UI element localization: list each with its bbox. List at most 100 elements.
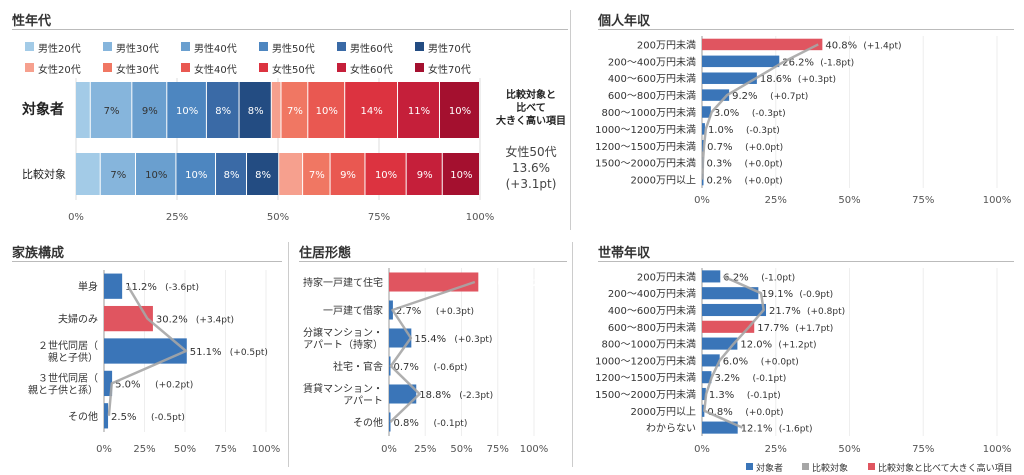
household-value-label: 6.0%	[723, 356, 748, 367]
age-data-label: 10%	[450, 170, 472, 181]
age-bar-segment	[206, 82, 239, 138]
income-category-label: 400～600万円未満	[608, 73, 696, 85]
household-bar	[702, 371, 712, 384]
bottom-legend-label: 比較対象	[812, 464, 849, 474]
household-value-label: 21.7%	[769, 306, 801, 317]
age-bar-segment	[76, 82, 90, 138]
household-category-label: 1500～2000万円未満	[595, 389, 696, 401]
household-compare-line	[703, 275, 765, 429]
age-data-label: 10%	[316, 106, 338, 117]
age-legend-label: 女性60代	[350, 65, 393, 76]
household-category-label: 400～600万円未満	[608, 305, 696, 317]
household-bar	[702, 270, 721, 283]
age-bar-segment	[345, 82, 398, 138]
age-data-label: 10%	[176, 106, 198, 117]
housing-category-label: 一戸建て借家	[323, 304, 383, 317]
housing-bar	[389, 272, 479, 292]
age-data-label: 8%	[215, 106, 231, 117]
family-x-tick: 0%	[96, 444, 112, 455]
age-data-label: 9%	[142, 106, 158, 117]
income-diff-label: (-0.3pt)	[746, 126, 780, 136]
age-bar-segment	[90, 82, 132, 138]
age-data-label: 8%	[255, 170, 271, 181]
household-x-tick: 100%	[983, 444, 1012, 455]
family-diff-label: (-3.6pt)	[165, 283, 199, 293]
age-data-label: 9%	[340, 170, 356, 181]
age-legend-label: 女性50代	[272, 65, 315, 76]
age-legend-swatch	[25, 63, 34, 72]
age-data-label: 10%	[375, 170, 397, 181]
housing-diff-label: (-0.6pt)	[434, 363, 468, 373]
bottom-legend-label: 対象者	[756, 464, 784, 474]
age-legend-swatch	[415, 42, 424, 51]
age-bar-segment	[303, 153, 330, 195]
age-bar-segment	[330, 153, 365, 195]
housing-category-label: 賃貸マンション・	[303, 382, 383, 395]
age-data-label: 7%	[104, 106, 120, 117]
family-bar	[104, 403, 109, 429]
age-note-value-3: (+3.1pt)	[505, 177, 557, 191]
income-diff-label: (+1.4pt)	[863, 41, 901, 51]
family-value-label: 5.0%	[115, 379, 140, 390]
income-x-tick: 0%	[694, 195, 710, 206]
age-bar-segment	[167, 82, 206, 138]
age-bar-segment	[100, 153, 136, 195]
age-data-label: 11%	[408, 106, 430, 117]
age-legend-swatch	[103, 63, 112, 72]
income-value-label: 1.0%	[708, 125, 733, 136]
income-bar	[702, 55, 780, 68]
housing-value-label: 2.7%	[396, 306, 421, 317]
age-legend-swatch	[337, 63, 346, 72]
age-legend-swatch	[259, 42, 268, 51]
age-category-label: 対象者	[21, 101, 64, 118]
housing-value-label: 0.7%	[394, 362, 419, 373]
family-value-label: 30.2%	[156, 315, 188, 326]
household-diff-label: (-1.0pt)	[761, 273, 795, 283]
housing-bar	[389, 328, 412, 348]
family-bar	[104, 273, 123, 299]
household-x-tick: 75%	[912, 444, 934, 455]
age-bar-segment	[365, 153, 406, 195]
income-value-label: 0.3%	[707, 159, 732, 170]
age-x-tick: 100%	[466, 212, 495, 223]
household-category-label: 2000万円以上	[631, 406, 696, 418]
household-category-label: 600～800万円未満	[608, 322, 696, 334]
housing-bar	[389, 412, 391, 432]
age-legend-label: 男性40代	[194, 44, 237, 55]
household-diff-label: (-1.6pt)	[779, 425, 813, 435]
income-category-label: 1500～2000万円未満	[595, 158, 696, 170]
age-note-title-3: 大きく高い項目	[496, 116, 566, 127]
income-x-tick: 25%	[765, 195, 787, 206]
bottom-legend-swatch	[802, 463, 809, 470]
bottom-legend-swatch	[746, 463, 753, 470]
housing-value-label: 18.8%	[419, 390, 451, 401]
housing-diff-label: (+0.3pt)	[436, 307, 474, 317]
income-value-label: 26.2%	[782, 57, 814, 68]
age-legend-swatch	[337, 42, 346, 51]
family-category-label: 夫婦のみ	[58, 314, 98, 326]
household-title: 世帯年収	[598, 246, 651, 261]
income-category-label: 800～1000万円未満	[601, 107, 696, 119]
income-x-tick: 75%	[912, 195, 934, 206]
housing-diff-label: (-0.1pt)	[434, 419, 468, 429]
age-data-label: 8%	[248, 106, 264, 117]
income-category-label: 600～800万円未満	[608, 90, 696, 102]
age-category-label: 比較対象	[22, 167, 66, 181]
age-bar-segment	[271, 82, 281, 138]
age-x-tick: 75%	[368, 212, 390, 223]
family-diff-label: (+0.5pt)	[230, 348, 268, 358]
housing-x-tick: 25%	[414, 444, 436, 455]
age-bar-segment	[281, 82, 308, 138]
income-title: 個人年収	[598, 14, 651, 29]
family-value-label: 11.2%	[125, 282, 157, 293]
age-data-label: 8%	[224, 170, 240, 181]
age-legend-label: 女性30代	[116, 65, 159, 76]
age-data-label: 7%	[287, 106, 303, 117]
age-bar-segment	[279, 153, 303, 195]
age-bar-segment	[247, 153, 279, 195]
age-legend-swatch	[25, 42, 34, 51]
housing-category-label: アパート（持家）	[303, 338, 383, 351]
household-value-label: 3.2%	[714, 373, 739, 384]
housing-x-tick: 75%	[487, 444, 509, 455]
household-diff-label: (+0.8pt)	[807, 307, 845, 317]
